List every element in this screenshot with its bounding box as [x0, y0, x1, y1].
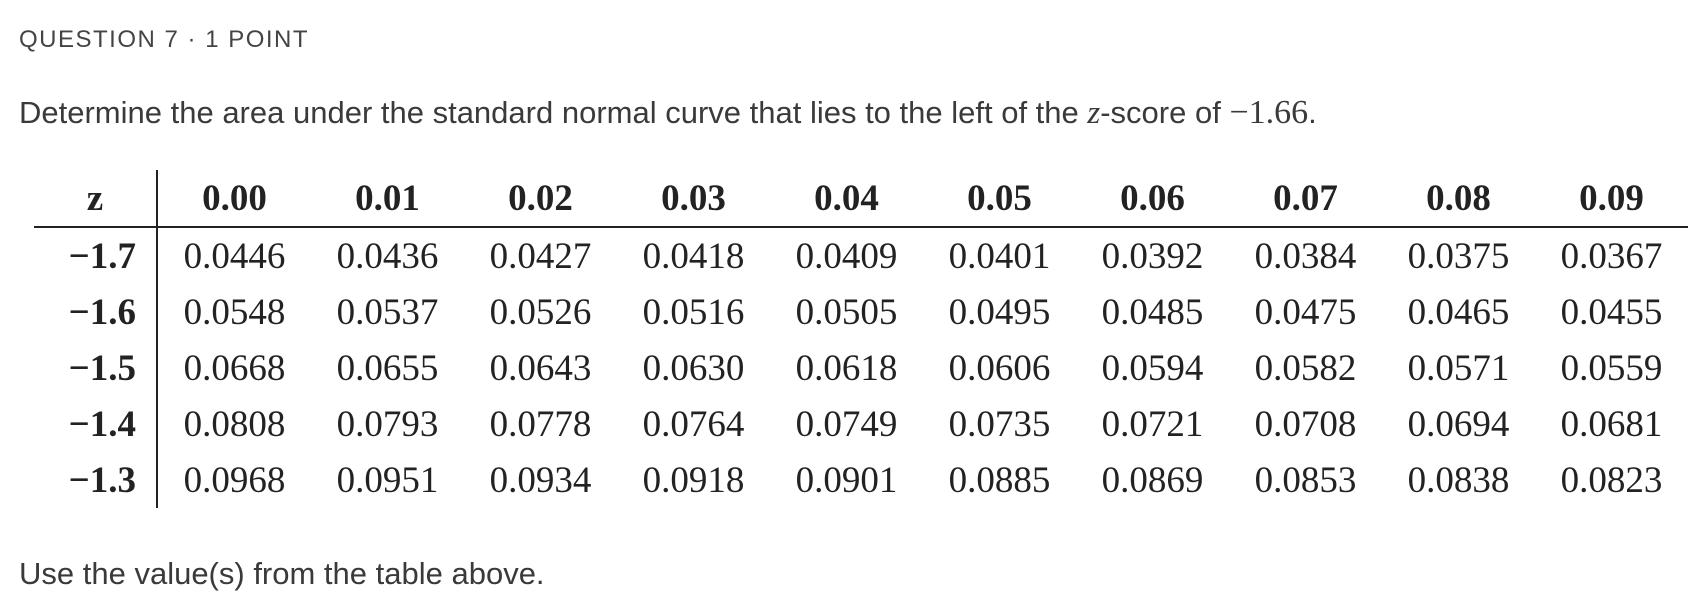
- column-header: 0.09: [1535, 170, 1688, 228]
- row-header: −1.4: [34, 396, 158, 452]
- table-cell: 0.0853: [1254, 459, 1357, 501]
- table-cell: 0.0526: [489, 291, 592, 333]
- table-cell: 0.0708: [1254, 403, 1357, 445]
- table-cell: 0.0455: [1560, 291, 1663, 333]
- table-cell: 0.0668: [183, 347, 286, 389]
- question-prefix: Determine the area under the standard no…: [19, 95, 1088, 130]
- table-cell: 0.0401: [948, 235, 1051, 277]
- table-cell: 0.0446: [183, 235, 286, 277]
- table-cell: 0.0495: [948, 291, 1051, 333]
- table-cell: 0.0436: [336, 235, 439, 277]
- table-cell: 0.0869: [1101, 459, 1204, 501]
- table-cell: 0.0516: [642, 291, 745, 333]
- question-value: −1.66: [1229, 94, 1309, 131]
- table-row: −1.6 0.0548 0.0537 0.0526 0.0516 0.0505 0.0495…: [34, 284, 1688, 340]
- table-cell: 0.0384: [1254, 235, 1357, 277]
- z-table: z 0.00 0.01 0.02 0.03 0.04 0.05 0.06 0.07 0.08 0.0…: [34, 170, 1688, 508]
- row-header: −1.5: [34, 340, 158, 396]
- table-cell: 0.0823: [1560, 459, 1663, 501]
- table-cell: 0.0934: [489, 459, 592, 501]
- table-cell: 0.0485: [1101, 291, 1204, 333]
- question-header: QUESTION 7 · 1 POINT: [19, 26, 310, 53]
- column-header: 0.04: [770, 170, 923, 228]
- table-row: −1.3 0.0968 0.0951 0.0934 0.0918 0.0901 0.0885…: [34, 452, 1688, 508]
- table-cell: 0.0392: [1101, 235, 1204, 277]
- row-header: −1.7: [34, 227, 158, 284]
- table-cell: 0.0571: [1407, 347, 1510, 389]
- table-row: −1.4 0.0808 0.0793 0.0778 0.0764 0.0749 0.0735…: [34, 396, 1688, 452]
- table-cell: 0.0838: [1407, 459, 1510, 501]
- table-cell: 0.0808: [183, 403, 286, 445]
- table-cell: 0.0367: [1560, 235, 1663, 277]
- table-cell: 0.0681: [1560, 403, 1663, 445]
- column-header: 0.08: [1382, 170, 1535, 228]
- table-cell: 0.0968: [183, 459, 286, 501]
- header-row: z 0.00 0.01 0.02 0.03 0.04 0.05 0.06 0.07 0.08 0.0…: [34, 170, 1688, 228]
- question-suffix: .: [1308, 95, 1317, 130]
- table-cell: 0.0475: [1254, 291, 1357, 333]
- table-cell: 0.0559: [1560, 347, 1663, 389]
- table-row: −1.5 0.0668 0.0655 0.0643 0.0630 0.0618 0.0606…: [34, 340, 1688, 396]
- table-cell: 0.0537: [336, 291, 439, 333]
- table-cell: 0.0618: [795, 347, 898, 389]
- table-cell: 0.0793: [336, 403, 439, 445]
- instruction: Use the value(s) from the table above.: [19, 556, 545, 591]
- table-cell: 0.0735: [948, 403, 1051, 445]
- table-cell: 0.0465: [1407, 291, 1510, 333]
- table-cell: 0.0606: [948, 347, 1051, 389]
- table-cell: 0.0694: [1407, 403, 1510, 445]
- row-header: −1.6: [34, 284, 158, 340]
- column-header: 0.07: [1229, 170, 1382, 228]
- table-cell: 0.0951: [336, 459, 439, 501]
- table-cell: 0.0901: [795, 459, 898, 501]
- question-text: Determine the area under the standard no…: [19, 94, 1317, 132]
- question-middle: -score of: [1100, 95, 1230, 130]
- column-header: 0.01: [311, 170, 464, 228]
- table-cell: 0.0749: [795, 403, 898, 445]
- table-cell: 0.0548: [183, 291, 286, 333]
- table-cell: 0.0764: [642, 403, 745, 445]
- question-variable: z: [1087, 95, 1101, 131]
- table-cell: 0.0655: [336, 347, 439, 389]
- column-header: 0.03: [617, 170, 770, 228]
- table-cell: 0.0778: [489, 403, 592, 445]
- table-cell: 0.0918: [642, 459, 745, 501]
- table-cell: 0.0505: [795, 291, 898, 333]
- table-cell: 0.0409: [795, 235, 898, 277]
- table-row: −1.7 0.0446 0.0436 0.0427 0.0418 0.0409 0.0401…: [34, 227, 1688, 284]
- table-cell: 0.0885: [948, 459, 1051, 501]
- column-header: 0.05: [923, 170, 1076, 228]
- column-header: z: [34, 170, 158, 228]
- table-cell: 0.0721: [1101, 403, 1204, 445]
- table-cell: 0.0630: [642, 347, 745, 389]
- table-cell: 0.0594: [1101, 347, 1204, 389]
- table-cell: 0.0418: [642, 235, 745, 277]
- column-header: 0.00: [157, 170, 311, 228]
- column-header: 0.06: [1076, 170, 1229, 228]
- table-cell: 0.0582: [1254, 347, 1357, 389]
- table-cell: 0.0375: [1407, 235, 1510, 277]
- row-header: −1.3: [34, 452, 158, 508]
- table-cell: 0.0643: [489, 347, 592, 389]
- table-cell: 0.0427: [489, 235, 592, 277]
- column-header: 0.02: [464, 170, 617, 228]
